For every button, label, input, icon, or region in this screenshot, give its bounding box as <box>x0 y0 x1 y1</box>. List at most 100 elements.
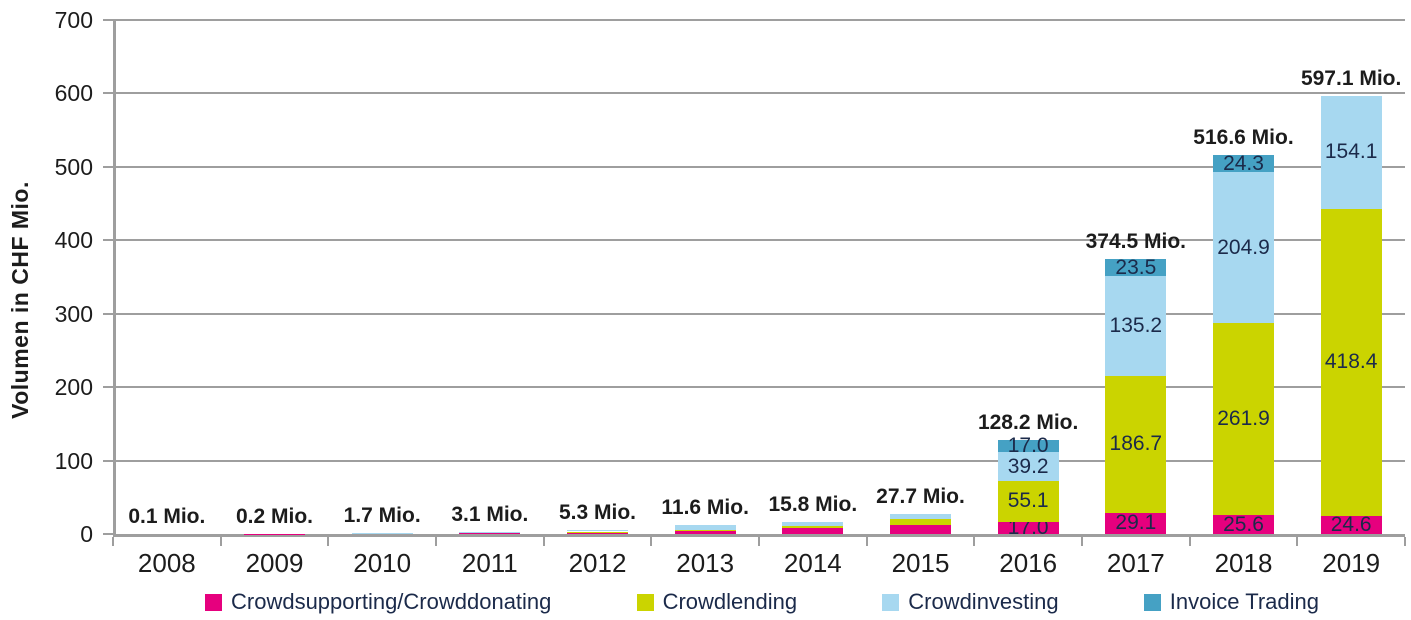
x-axis-tick <box>1404 537 1406 546</box>
bar-segment-crowdinvesting-2017 <box>1105 276 1167 376</box>
bar-segment-crowdinvesting-2018 <box>1213 172 1274 323</box>
x-axis-tick <box>327 537 330 546</box>
bar-segment-crowdlending-2018 <box>1213 322 1274 516</box>
x-axis-tick <box>758 537 760 546</box>
segment-label: 204.9 <box>1217 235 1270 259</box>
x-tick-label: 2012 <box>568 548 627 578</box>
total-label: 11.6 Mio. <box>661 496 749 520</box>
gridline <box>113 165 1405 168</box>
bar-segment-crowdinvesting-2011 <box>459 531 521 534</box>
total-label: 374.5 Mio. <box>1085 230 1187 253</box>
x-tick-label: 2014 <box>783 548 842 578</box>
y-tick-label: 700 <box>54 7 93 33</box>
y-axis-tick <box>103 533 113 535</box>
bar-segment-crowdlending-2014 <box>782 525 844 529</box>
y-axis-tick <box>103 92 113 95</box>
segment-label: 24.6 <box>1330 512 1372 536</box>
segment-label: 39.2 <box>1007 454 1049 478</box>
legend-label: Crowdinvesting <box>908 589 1059 614</box>
x-tick-label: 2016 <box>999 548 1058 578</box>
x-axis-tick <box>542 537 545 546</box>
bar-segment-crowdsupporting-crowddonating-2017 <box>1105 512 1167 534</box>
segment-label: 17.0 <box>1007 515 1049 539</box>
x-axis-tick <box>1188 537 1191 546</box>
gridline <box>113 459 1405 462</box>
legend-item-invoice-trading: Invoice Trading <box>1143 589 1319 615</box>
bar-segment-crowdsupporting-crowddonating-2011 <box>459 533 521 534</box>
total-label: 516.6 Mio. <box>1193 125 1294 149</box>
segment-label: 55.1 <box>1007 489 1049 513</box>
bar-segment-crowdsupporting-crowddonating-2013 <box>674 530 736 534</box>
x-axis-tick <box>865 537 868 546</box>
bar-segment-crowdsupporting-crowddonating-2019 <box>1320 515 1382 534</box>
bar-segment-crowdinvesting-2013 <box>674 525 736 530</box>
x-axis-tick <box>112 537 114 546</box>
x-tick-label: 2018 <box>1214 548 1273 578</box>
gridline <box>113 239 1405 242</box>
segment-label: 186.7 <box>1109 432 1163 456</box>
segment-label: 25.6 <box>1223 512 1264 536</box>
segment-label: 17.0 <box>1007 434 1049 458</box>
x-axis-tick <box>1081 537 1083 546</box>
invoice-trading-swatch-icon <box>1143 593 1161 611</box>
gridline <box>113 92 1405 95</box>
y-tick-label: 600 <box>54 80 93 107</box>
crowdinvesting-swatch-icon <box>882 593 900 611</box>
y-tick-label: 500 <box>54 153 93 180</box>
bar-segment-crowdsupporting-crowddonating-2010 <box>351 533 413 534</box>
total-label: 3.1 Mio. <box>451 502 529 526</box>
legend-label: Invoice Trading <box>1169 589 1319 614</box>
total-label: 5.3 Mio. <box>558 501 637 525</box>
x-tick-label: 2017 <box>1106 548 1165 578</box>
x-tick-label: 2010 <box>353 548 412 578</box>
y-axis-tick <box>103 239 113 242</box>
bar-segment-invoice-trading-2017 <box>1105 259 1167 277</box>
segment-label: 29.1 <box>1115 511 1157 535</box>
crowdsupporting-swatch-icon <box>205 593 222 611</box>
bar-segment-crowdlending-2017 <box>1105 375 1167 513</box>
y-tick-label: 200 <box>54 374 93 401</box>
crowdlending-swatch-icon <box>636 593 654 611</box>
total-label: 15.8 Mio. <box>768 493 858 517</box>
bar-segment-crowdsupporting-crowddonating-2016 <box>997 521 1059 534</box>
y-axis-line <box>113 20 116 537</box>
y-axis-tick <box>103 19 113 21</box>
bar-segment-crowdinvesting-2012 <box>567 530 628 532</box>
segment-label: 418.4 <box>1324 350 1378 374</box>
x-axis-line <box>113 534 1405 537</box>
x-tick-label: 2008 <box>137 548 196 578</box>
bar-segment-crowdinvesting-2015 <box>890 513 951 520</box>
legend-item-crowdsupporting: Crowdsupporting/Crowddonating <box>205 589 551 615</box>
total-label: 0.2 Mio. <box>235 504 314 528</box>
gridline <box>113 312 1405 315</box>
x-tick-label: 2009 <box>245 548 304 578</box>
legend-item-crowdinvesting: Crowdinvesting <box>882 589 1059 615</box>
y-tick-label: 100 <box>54 447 93 474</box>
total-label: 597.1 Mio. <box>1300 66 1402 90</box>
x-tick-label: 2015 <box>891 548 950 578</box>
y-axis-tick <box>103 459 113 462</box>
total-label: 27.7 Mio. <box>876 484 965 508</box>
bar-segment-crowdinvesting-2014 <box>782 522 844 526</box>
y-tick-label: 300 <box>54 300 93 327</box>
segment-label: 154.1 <box>1324 140 1378 164</box>
segment-label: 135.2 <box>1109 313 1163 337</box>
bar-segment-crowdlending-2015 <box>890 519 951 525</box>
bar-segment-crowdlending-2016 <box>997 481 1059 522</box>
segment-label: 24.3 <box>1223 151 1264 175</box>
x-tick-label: 2013 <box>676 548 735 578</box>
gridline <box>113 386 1405 389</box>
total-label: 128.2 Mio. <box>977 410 1079 434</box>
y-axis-tick <box>103 386 113 389</box>
x-axis-tick <box>973 537 976 546</box>
segment-label: 23.5 <box>1115 255 1157 279</box>
bar-segment-invoice-trading-2016 <box>997 439 1059 453</box>
y-tick-label: 0 <box>80 521 93 547</box>
total-label: 0.1 Mio. <box>128 504 206 528</box>
bar-segment-invoice-trading-2018 <box>1213 154 1274 173</box>
bar-segment-crowdinvesting-2019 <box>1320 95 1382 209</box>
y-tick-label: 400 <box>54 227 93 254</box>
bar-segment-crowdlending-2019 <box>1320 208 1382 516</box>
bar-segment-crowdsupporting-crowddonating-2015 <box>890 524 951 534</box>
